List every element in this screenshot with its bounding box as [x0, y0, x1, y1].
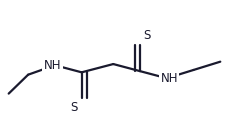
Text: NH: NH [44, 59, 61, 72]
Text: S: S [144, 29, 151, 42]
Text: NH: NH [160, 72, 178, 85]
Text: S: S [71, 101, 78, 114]
